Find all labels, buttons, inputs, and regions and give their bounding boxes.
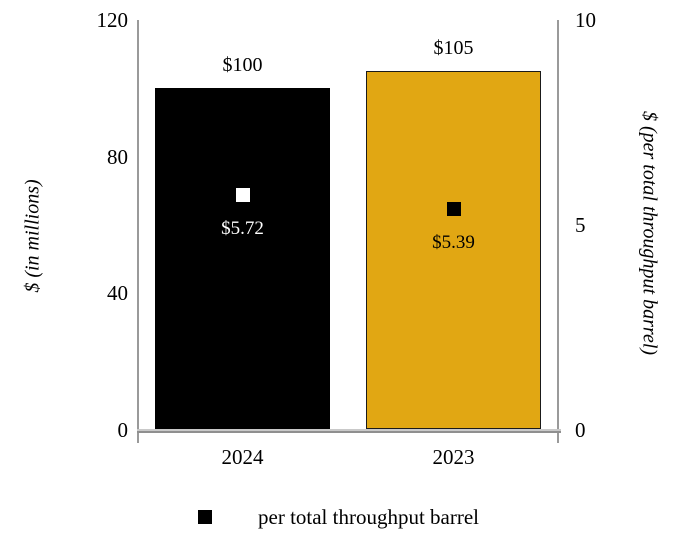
legend: per total throughput barrel [198,505,479,529]
left-axis-tick-label: 0 [117,418,129,442]
legend-swatch [198,510,212,524]
category-label-2023: 2023 [432,445,475,469]
y-axis-right-line [557,20,559,443]
marker-point-2023 [446,202,461,216]
left-axis-tick-label: 40 [107,281,128,306]
marker-value-label: $5.39 [432,232,475,253]
left-axis-tick-label: 120 [96,8,129,32]
bar-value-label: $105 [433,37,474,60]
right-axis-tick-label: 0 [575,418,586,442]
right-axis-tick-label: 10 [575,8,596,32]
right-axis-tick-label: 5 [575,213,586,237]
legend-label: per total throughput barrel [258,505,480,529]
x-axis-line [137,429,561,433]
bar-value-label: $100 [222,54,263,77]
left-axis-title: $ (in millions) [21,179,44,293]
right-axis-title: $ (per total throughput barrel) [638,110,661,356]
bar-2024 [155,88,330,429]
y-axis-left-line [137,20,139,443]
bar-2023 [366,71,541,429]
category-label-2024: 2024 [221,445,264,469]
left-axis-tick-label: 80 [107,144,128,169]
marker-point-2024 [235,188,250,203]
marker-value-label: $5.72 [221,218,264,240]
